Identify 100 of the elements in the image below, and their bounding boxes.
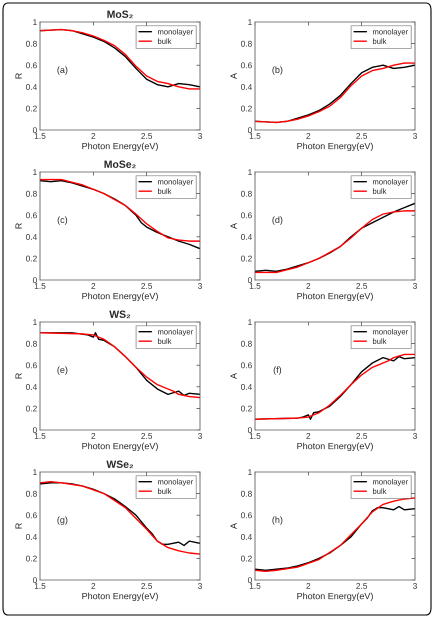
- y-tick-label: 0.4: [240, 84, 252, 90]
- y-axis-title: R: [15, 73, 22, 79]
- x-tick-label: 3: [198, 433, 202, 439]
- x-axis-title: Photon Energy(eV): [297, 292, 373, 302]
- annotation: (h): [272, 516, 282, 525]
- y-axis-title: A: [230, 523, 237, 529]
- y-tick-label: 0: [32, 577, 37, 584]
- x-axis-title: Photon Energy(eV): [297, 142, 373, 152]
- y-axis-title: R: [15, 523, 22, 529]
- x-tick-label: 3: [413, 283, 417, 289]
- chart-title: MoS₂: [107, 10, 133, 18]
- y-tick-label: 1: [33, 319, 37, 326]
- x-axis-title: Photon Energy(eV): [82, 142, 158, 152]
- x-tick-label: 2.5: [141, 133, 152, 139]
- y-tick-label: 0.6: [240, 62, 252, 68]
- x-tick-label: 2: [91, 133, 96, 139]
- y-axis-title: A: [230, 373, 237, 379]
- y-tick-label: 0: [248, 577, 252, 584]
- y-tick-label: 0.4: [26, 84, 37, 90]
- chart-title: WSe₂: [106, 460, 134, 468]
- x-tick-label: 1.5: [34, 583, 46, 589]
- annotation: (d): [272, 216, 282, 225]
- y-tick-label: 0.8: [240, 490, 252, 497]
- y-tick-label: 0: [32, 127, 37, 134]
- y-tick-label: 1: [248, 469, 252, 476]
- x-tick-label: 2: [91, 433, 96, 439]
- y-tick-label: 0.8: [240, 190, 252, 197]
- annotation: (e): [57, 366, 68, 375]
- x-tick-label: 3: [413, 583, 417, 589]
- annotation: (g): [57, 516, 68, 525]
- annotation: (a): [57, 66, 68, 75]
- x-tick-label: 2: [306, 583, 310, 589]
- x-tick-label: 2: [91, 283, 96, 289]
- y-tick-label: 1: [248, 169, 252, 176]
- y-tick-label: 1: [248, 319, 252, 326]
- annotation: (f): [274, 366, 282, 375]
- x-tick-label: 2: [306, 133, 310, 139]
- y-tick-label: 1: [33, 469, 37, 476]
- chart-title: MoSe₂: [104, 160, 136, 168]
- y-tick-label: 0: [248, 127, 252, 134]
- y-tick-label: 0.8: [26, 340, 37, 347]
- x-tick-label: 2.5: [356, 433, 368, 439]
- x-tick-label: 1.5: [250, 433, 260, 439]
- x-axis-title: Photon Energy(eV): [82, 292, 158, 302]
- y-tick-label: 0.8: [26, 40, 37, 47]
- y-tick-label: 0.4: [26, 384, 37, 390]
- x-tick-label: 2: [306, 283, 310, 289]
- y-tick-label: 0.8: [26, 490, 37, 497]
- x-tick-label: 1.5: [34, 433, 46, 439]
- y-tick-label: 0.2: [240, 406, 252, 412]
- x-tick-label: 3: [413, 133, 417, 139]
- y-tick-label: 0.2: [26, 256, 37, 262]
- y-tick-label: 0.6: [26, 212, 37, 218]
- x-axis-title: Photon Energy(eV): [82, 592, 158, 602]
- y-tick-label: 0.2: [26, 106, 37, 112]
- y-tick-label: 1: [248, 19, 252, 26]
- y-axis-title: R: [15, 373, 22, 379]
- y-tick-label: 0.6: [26, 62, 37, 68]
- y-tick-label: 0.4: [240, 384, 252, 390]
- x-tick-label: 2.5: [356, 283, 368, 289]
- x-tick-label: 1.5: [250, 133, 260, 139]
- y-tick-label: 0.6: [240, 362, 252, 368]
- y-tick-label: 0.2: [240, 556, 252, 562]
- y-tick-label: 0.4: [26, 534, 37, 540]
- y-tick-label: 0.2: [26, 556, 37, 562]
- y-tick-label: 0.6: [26, 512, 37, 518]
- x-axis-title: Photon Energy(eV): [82, 442, 158, 452]
- x-tick-label: 3: [413, 433, 417, 439]
- y-tick-label: 0.6: [26, 362, 37, 368]
- y-axis-title: R: [15, 223, 22, 229]
- x-tick-label: 2: [91, 583, 96, 589]
- x-tick-label: 3: [198, 133, 202, 139]
- chart-title: WS₂: [109, 310, 130, 318]
- x-tick-label: 2.5: [141, 433, 152, 439]
- y-tick-label: 1: [33, 169, 37, 176]
- y-axis-title: A: [230, 223, 237, 229]
- x-axis-title: Photon Energy(eV): [297, 592, 373, 602]
- y-tick-label: 0.4: [26, 234, 37, 240]
- x-tick-label: 2.5: [356, 583, 368, 589]
- x-tick-label: 3: [198, 283, 202, 289]
- y-tick-label: 0.6: [240, 512, 252, 518]
- x-tick-label: 1.5: [250, 283, 260, 289]
- y-tick-label: 1: [33, 19, 37, 26]
- y-tick-label: 0.8: [240, 40, 252, 47]
- x-tick-label: 1.5: [34, 133, 46, 139]
- annotation: (b): [272, 66, 282, 75]
- y-tick-label: 0.6: [240, 212, 252, 218]
- x-tick-label: 2.5: [141, 583, 152, 589]
- x-tick-label: 2.5: [141, 283, 152, 289]
- x-tick-label: 1.5: [34, 283, 46, 289]
- y-tick-label: 0.4: [240, 234, 252, 240]
- y-tick-label: 0.8: [240, 340, 252, 347]
- y-tick-label: 0.2: [240, 106, 252, 112]
- y-tick-label: 0: [32, 427, 37, 434]
- y-tick-label: 0: [248, 277, 252, 284]
- x-tick-label: 3: [198, 583, 202, 589]
- y-tick-label: 0: [32, 277, 37, 284]
- x-tick-label: 1.5: [250, 583, 260, 589]
- x-tick-label: 2.5: [356, 133, 368, 139]
- annotation: (c): [58, 216, 68, 225]
